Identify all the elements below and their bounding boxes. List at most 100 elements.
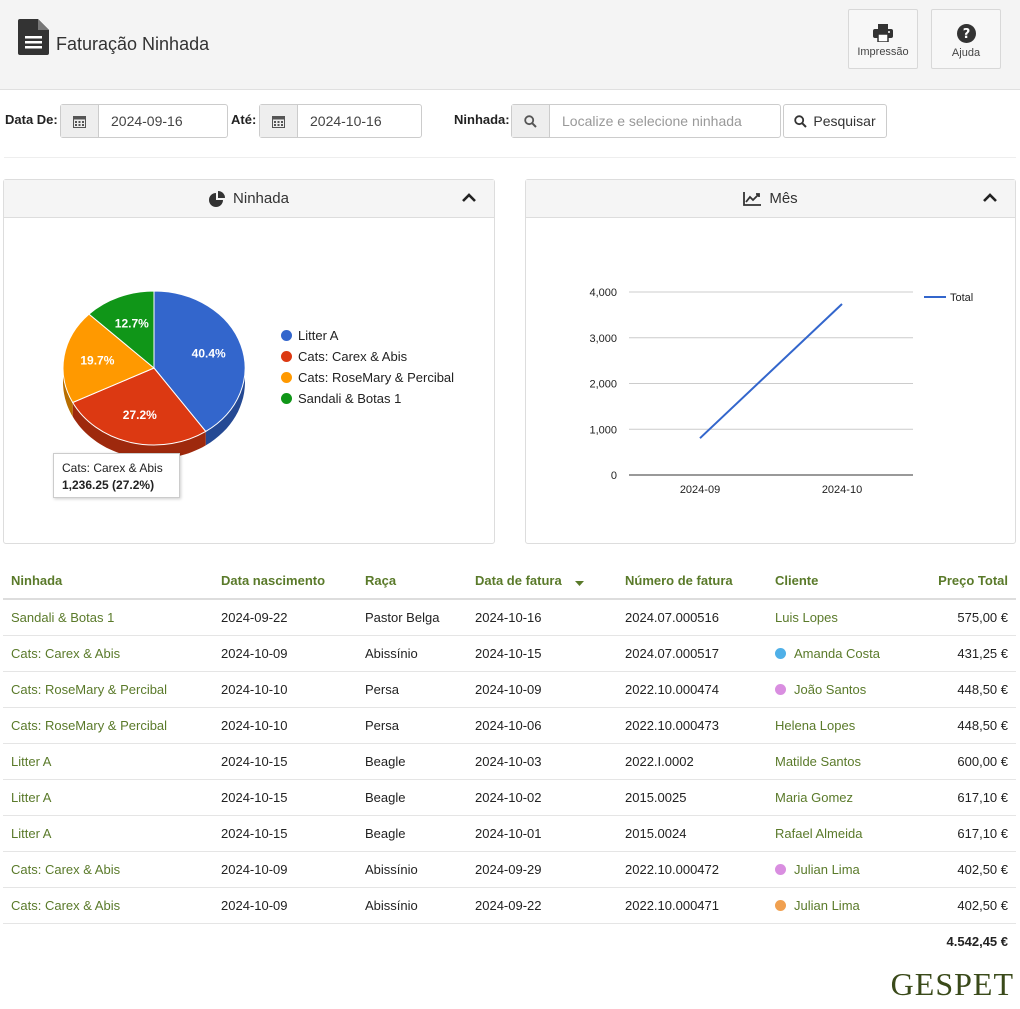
table-row[interactable]: Cats: RoseMary & Percibal 2024-10-10 Persa… — [3, 707, 1016, 744]
cell-fatura-text: 2024-10-16 — [475, 609, 542, 625]
table-row[interactable]: Sandali & Botas 1 2024-09-22 Pastor Belga 2… — [3, 599, 1016, 636]
cell-ninhada[interactable]: Cats: RoseMary & Percibal — [3, 671, 213, 708]
cell-nascimento-text: 2024-10-09 — [221, 861, 288, 877]
col-cliente[interactable]: Cliente — [767, 563, 907, 600]
litter-search-input[interactable]: Localize e selecione ninhada — [562, 113, 742, 129]
date-to-field[interactable]: 2024-10-16 — [259, 104, 422, 138]
cell-fatura-text: 2024-10-01 — [475, 825, 542, 841]
cell-cliente[interactable]: Julian Lima — [767, 851, 907, 888]
col-preco[interactable]: Preço Total — [907, 563, 1016, 600]
cell-raca: Abissínio — [357, 851, 467, 888]
pie-percent-label: 40.4% — [192, 347, 226, 361]
table-row[interactable]: Cats: RoseMary & Percibal 2024-10-10 Persa… — [3, 671, 1016, 708]
legend-label: Litter A — [298, 328, 339, 343]
cell-numero-text: 2015.0024 — [625, 825, 687, 841]
cell-preco-text: 431,25 € — [957, 645, 1008, 661]
cell-preco-text: 617,10 € — [957, 825, 1008, 841]
cell-cliente-text: Julian Lima — [794, 897, 860, 913]
cell-ninhada-text: Sandali & Botas 1 — [11, 609, 115, 625]
table-row[interactable]: Cats: Carex & Abis 2024-10-09 Abissínio 202… — [3, 887, 1016, 924]
cell-cliente-text: Luis Lopes — [775, 609, 838, 625]
legend-item[interactable]: Cats: RoseMary & Percibal — [281, 370, 454, 385]
cell-raca: Persa — [357, 671, 467, 708]
search-icon — [512, 105, 550, 137]
calendar-icon[interactable] — [61, 105, 99, 137]
cell-cliente[interactable]: Amanda Costa — [767, 635, 907, 672]
cell-ninhada[interactable]: Litter A — [3, 743, 213, 780]
cell-nascimento: 2024-10-10 — [213, 707, 357, 744]
client-color-dot — [775, 647, 786, 659]
cell-fatura: 2024-09-22 — [467, 887, 617, 924]
page-title: Faturação Ninhada — [56, 34, 210, 54]
cell-ninhada[interactable]: Cats: Carex & Abis — [3, 635, 213, 672]
cell-cliente[interactable]: Matilde Santos — [767, 743, 907, 780]
date-to-input[interactable]: 2024-10-16 — [310, 113, 382, 129]
col-fatura[interactable]: Data de fatura — [467, 563, 617, 600]
cell-cliente[interactable]: Luis Lopes — [767, 599, 907, 636]
cell-ninhada-text: Cats: Carex & Abis — [11, 645, 121, 661]
calendar-icon[interactable] — [260, 105, 298, 137]
cell-fatura: 2024-09-29 — [467, 851, 617, 888]
col-nascimento[interactable]: Data nascimento — [213, 563, 357, 600]
cell-nascimento-text: 2024-10-09 — [221, 897, 288, 913]
table-row[interactable]: Cats: Carex & Abis 2024-10-09 Abissínio 202… — [3, 851, 1016, 888]
cell-cliente[interactable]: Helena Lopes — [767, 707, 907, 744]
date-from-field[interactable]: 2024-09-16 — [60, 104, 228, 138]
date-from-input[interactable]: 2024-09-16 — [111, 113, 183, 129]
cell-ninhada-text: Litter A — [11, 753, 52, 769]
litter-search-field[interactable]: Localize e selecione ninhada — [511, 104, 781, 138]
cell-fatura: 2024-10-02 — [467, 779, 617, 816]
y-tick-label: 1,000 — [589, 424, 617, 436]
cell-ninhada[interactable]: Litter A — [3, 815, 213, 852]
pie-slice-2[interactable] — [62, 313, 155, 404]
cell-fatura-text: 2024-10-06 — [475, 717, 542, 733]
legend-item[interactable]: Sandali & Botas 1 — [281, 391, 401, 406]
date-to-label: Até: — [231, 112, 257, 127]
cell-nascimento: 2024-10-15 — [213, 779, 357, 816]
cell-cliente[interactable]: João Santos — [767, 671, 907, 708]
chevron-up-icon[interactable] — [983, 193, 997, 203]
cell-raca: Beagle — [357, 815, 467, 852]
search-button[interactable]: Pesquisar — [783, 104, 887, 138]
cell-preco: 575,00 € — [907, 599, 1016, 636]
brand-logo: GESPET — [890, 966, 1014, 1002]
table-row[interactable]: Cats: Carex & Abis 2024-10-09 Abissínio 202… — [3, 635, 1016, 672]
legend-item[interactable]: Litter A — [281, 328, 338, 343]
cell-numero: 2015.0025 — [617, 779, 767, 816]
table-row[interactable]: Litter A 2024-10-15 Beagle 2024-10-03 2022.I… — [3, 743, 1016, 780]
cell-ninhada[interactable]: Cats: Carex & Abis — [3, 887, 213, 924]
cell-cliente[interactable]: Julian Lima — [767, 887, 907, 924]
col-ninhada[interactable]: Ninhada — [3, 563, 213, 600]
client-color-dot — [775, 683, 786, 695]
table-row[interactable]: Litter A 2024-10-15 Beagle 2024-10-01 2015.0… — [3, 815, 1016, 852]
pie-slice-3[interactable] — [88, 290, 155, 370]
col-numero[interactable]: Número de fatura — [617, 563, 767, 600]
cell-nascimento-text: 2024-10-15 — [221, 753, 288, 769]
cell-nascimento-text: 2024-10-10 — [221, 717, 288, 733]
month-chart-panel: Mês — [525, 179, 1016, 544]
cell-cliente[interactable]: Rafael Almeida — [767, 815, 907, 852]
col-raca[interactable]: Raça — [357, 563, 467, 600]
help-button[interactable]: ? Ajuda — [931, 9, 1001, 69]
cell-ninhada[interactable]: Cats: Carex & Abis — [3, 851, 213, 888]
pie-slice-1[interactable] — [71, 367, 207, 446]
cell-fatura: 2024-10-15 — [467, 635, 617, 672]
print-button[interactable]: Impressão — [848, 9, 918, 69]
chevron-up-icon[interactable] — [462, 193, 476, 203]
pie-percent-label: 12.7% — [115, 316, 149, 330]
cell-preco: 431,25 € — [907, 635, 1016, 672]
legend-label: Total — [950, 292, 973, 304]
cell-ninhada[interactable]: Litter A — [3, 779, 213, 816]
pie-percent-label: 19.7% — [80, 354, 114, 368]
cell-ninhada[interactable]: Sandali & Botas 1 — [3, 599, 213, 636]
cell-cliente[interactable]: Maria Gomez — [767, 779, 907, 816]
cell-preco: 448,50 € — [907, 707, 1016, 744]
cell-ninhada[interactable]: Cats: RoseMary & Percibal — [3, 707, 213, 744]
cell-raca-text: Abissínio — [365, 897, 418, 913]
panel-title: Mês — [769, 190, 798, 207]
pie-slice-0[interactable] — [153, 290, 246, 433]
cell-raca: Abissínio — [357, 635, 467, 672]
legend-item[interactable]: Cats: Carex & Abis — [281, 349, 407, 364]
legend-swatch — [281, 330, 292, 341]
table-row[interactable]: Litter A 2024-10-15 Beagle 2024-10-02 2015.0… — [3, 779, 1016, 816]
